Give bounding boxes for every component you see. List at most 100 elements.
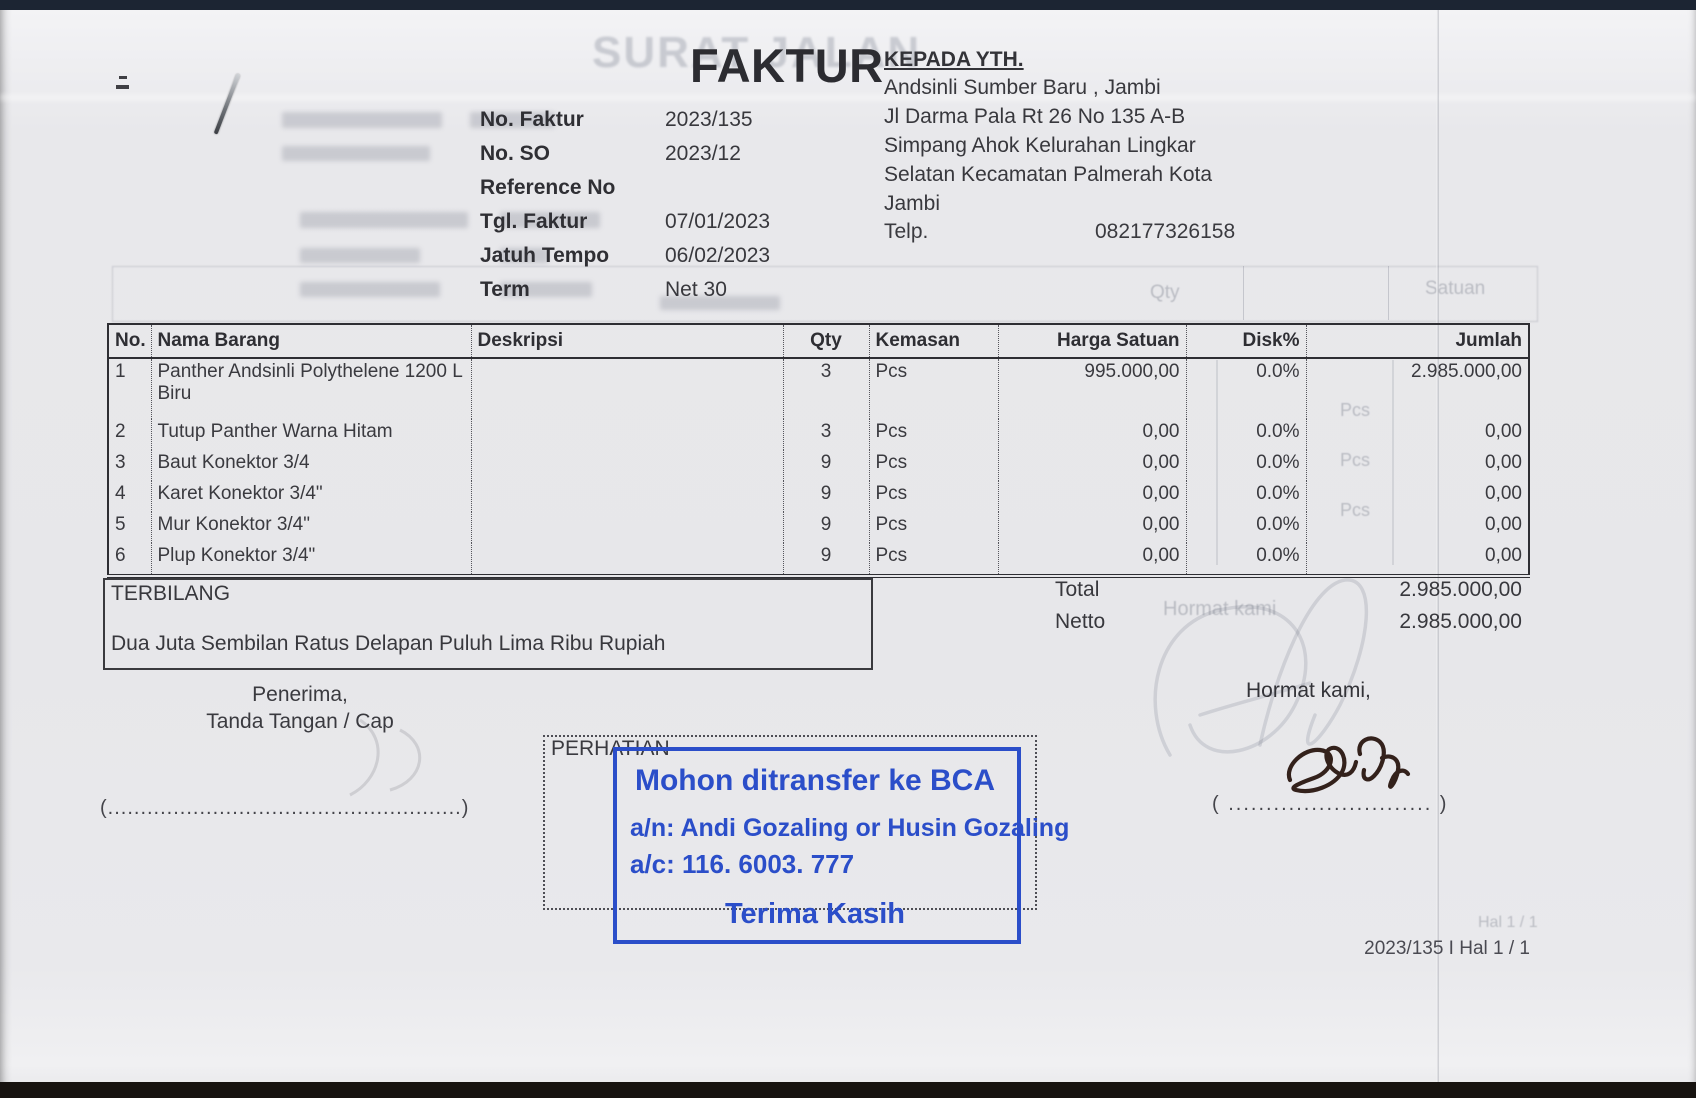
cell-qty: 9 [782,450,869,481]
stamp-transfer-line: Mohon ditransfer ke BCA [634,764,996,797]
ghost-text-blob [300,212,468,228]
meta-label-jatuh-tempo: Jatuh Tempo [480,244,610,267]
table-row: 1 Panther Andsinli Polythelene 1200 L Bi… [108,358,1529,419]
scanner-edge-bottom [0,1082,1696,1098]
ghost-text-blob [500,282,592,297]
cell-nama-barang: Panther Andsinli Polythelene 1200 L Biru [150,358,471,419]
meta-label-tgl-faktur: Tgl. Faktur [480,210,588,233]
col-header-no: No. [108,324,151,359]
recipient-heading: KEPADA YTH. [884,48,1024,71]
cell-qty: 9 [782,512,869,543]
total-value: 2.985.000,00 [1399,578,1522,601]
stamp-thanks-line: Terima Kasih [725,898,905,930]
cell-jumlah: 0,00 [1305,481,1529,512]
table-row: 4 Karet Konektor 3/4" 9 Pcs 0,00 0.0% 0,… [108,481,1529,512]
recipient-address: Andsinli Sumber Baru , Jambi Jl Darma Pa… [884,73,1254,218]
cell-qty: 3 [782,358,869,419]
table-row: 3 Baut Konektor 3/4 9 Pcs 0,00 0.0% 0,00 [108,450,1529,481]
meta-value-no-faktur: 2023/135 [665,108,753,131]
cell-jumlah: 0,00 [1305,512,1529,543]
cell-jumlah: 2.985.000,00 [1305,358,1529,419]
netto-label: Netto [1055,610,1106,633]
perhatian-box [543,735,1037,910]
ghost-text-blob [282,146,430,161]
cell-disk: 0.0% [1185,543,1306,576]
cell-no: 2 [115,421,126,442]
ghost-text-blob [660,296,780,310]
cell-no: 4 [115,483,126,504]
col-header-disk: Disk% [1185,324,1306,359]
page-footer: 2023/135 I Hal 1 / 1 [1364,938,1530,959]
ghost-text-blob [470,112,555,128]
scan-band [0,94,1696,101]
cell-harga-satuan: 0,00 [997,481,1186,512]
ghost-col-qty: Qty [1150,282,1180,303]
col-header-kemasan: Kemasan [868,324,998,359]
cell-no: 5 [115,514,126,535]
ghost-signature [1110,555,1420,805]
cell-deskripsi [470,358,783,419]
recipient-line: Simpang Ahok Kelurahan Lingkar [884,134,1196,157]
cell-deskripsi [470,481,783,512]
meta-value-no-so: 2023/12 [665,142,741,165]
bank-stamp-border [613,747,1021,944]
cell-kemasan: Pcs [868,481,998,512]
col-header-jumlah: Jumlah [1305,324,1529,359]
terbilang-label: TERBILANG [111,582,231,605]
cell-nama-barang: Tutup Panther Warna Hitam [150,419,471,450]
cell-kemasan: Pcs [868,450,998,481]
cell-nama-barang: Baut Konektor 3/4 [150,450,471,481]
cell-harga-satuan: 0,00 [997,512,1186,543]
cell-kemasan: Pcs [868,419,998,450]
cell-qty: 9 [782,543,869,576]
ghost-grid-line [1388,266,1389,320]
ghost-text-blob [300,282,440,297]
ghost-surat-jalan-title: SURAT JALAN [592,28,922,77]
cell-disk: 0.0% [1185,450,1306,481]
cell-no: 6 [115,545,126,566]
meta-label-no-so: No. SO [480,142,551,165]
cell-disk: 0.0% [1185,419,1306,450]
cell-disk: 0.0% [1185,512,1306,543]
meta-label-term: Term [480,278,530,301]
recipient-line: Andsinli Sumber Baru , Jambi [884,76,1161,99]
stamp-account-name: a/n: Andi Gozaling or Husin Gozaling [630,814,1070,842]
perhatian-label: PERHATIAN [551,737,670,760]
ghost-text-blob [500,212,600,228]
ghost-pencil-mark [330,700,470,810]
table-header-row: No. Nama Barang Deskripsi Qty Kemasan Ha… [108,324,1529,359]
recipient-line: Jambi [884,192,941,215]
ghost-text-blob [300,248,420,263]
stamp-account-number: a/c: 116. 6003. 777 [630,849,855,879]
cell-disk: 0.0% [1185,481,1306,512]
ghost-hormat-kami: Hormat kami [1163,598,1277,620]
cell-jumlah: 0,00 [1305,450,1529,481]
cell-harga-satuan: 0,00 [997,419,1186,450]
penerima-sublabel: Tanda Tangan / Cap [206,710,394,733]
meta-value-tgl-faktur: 07/01/2023 [665,210,771,233]
meta-label-no-faktur: No. Faktur [480,108,584,131]
meta-label-reference-no: Reference No [480,176,616,199]
ghost-text-blob [282,112,442,128]
ghost-col-satuan: Satuan [1425,278,1486,299]
cell-qty: 3 [782,419,869,450]
cell-jumlah: 0,00 [1305,543,1529,576]
scanner-edge-top [0,0,1696,10]
signature-ink [1282,728,1412,808]
telp-label: Telp. [884,220,929,243]
hormat-signature-line: ( ........................... ) [1212,793,1449,815]
cell-qty: 9 [782,481,869,512]
staple [213,73,241,135]
penerima-label: Penerima, [252,683,348,706]
cell-kemasan: Pcs [868,543,998,576]
ghost-grid-line [1243,266,1244,320]
col-header-harga-satuan: Harga Satuan [997,324,1186,359]
ghost-hal: Hal 1 / 1 [1478,914,1538,931]
document-title: FAKTUR [690,39,884,92]
hormat-kami-label: Hormat kami, [1246,679,1371,702]
penerima-signature-line: (.......................................… [100,797,470,819]
recipient-line: Jl Darma Pala Rt 26 No 135 A-B [884,105,1186,128]
cell-disk: 0.0% [1185,358,1306,419]
cell-nama-barang: Plup Konektor 3/4" [150,543,471,576]
